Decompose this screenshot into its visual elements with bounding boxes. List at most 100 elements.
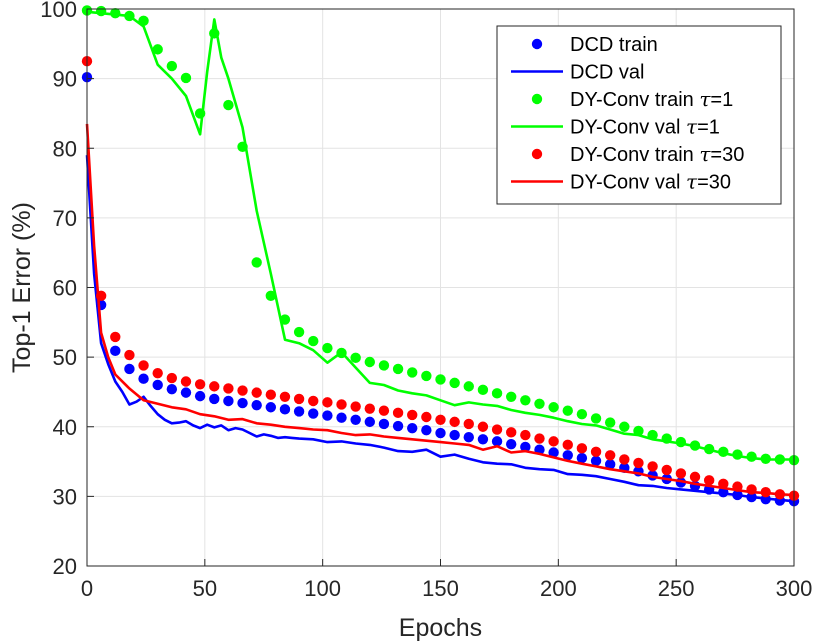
data-point (576, 443, 588, 454)
y-tick-label: 40 (53, 415, 77, 440)
data-point (308, 335, 319, 347)
legend-label: DCD val (570, 62, 644, 84)
x-tick-label: 100 (304, 576, 341, 601)
data-point (392, 363, 404, 375)
data-point (223, 395, 234, 407)
legend-dot-swatch (531, 38, 543, 50)
data-point (604, 417, 616, 428)
data-point (520, 395, 531, 406)
y-axis-title: Top-1 Error (%) (8, 202, 36, 373)
data-point (308, 395, 319, 407)
data-point (562, 405, 573, 416)
data-point (308, 408, 319, 419)
data-point (336, 412, 347, 423)
series-line (85, 155, 795, 503)
data-point (152, 367, 163, 379)
data-point (407, 409, 418, 421)
data-point (689, 471, 701, 483)
data-point (265, 402, 277, 413)
y-tick-label: 70 (53, 206, 77, 231)
data-point (506, 438, 517, 450)
data-point (322, 410, 333, 421)
data-point (449, 429, 460, 441)
data-point (138, 360, 149, 371)
data-point (590, 413, 602, 424)
data-point (449, 416, 460, 428)
legend-label: DY-Conv val τ=1 (570, 115, 720, 139)
series-5 (85, 123, 795, 497)
data-point (152, 379, 163, 391)
data-point (421, 411, 432, 423)
y-tick-label: 80 (53, 136, 77, 161)
data-point (152, 44, 163, 55)
y-tick-label: 50 (53, 345, 77, 370)
data-point (590, 446, 602, 458)
data-point (194, 379, 206, 390)
x-tick-label: 250 (658, 576, 695, 601)
data-point (534, 398, 545, 409)
data-point (279, 404, 291, 415)
data-point (520, 441, 531, 453)
data-point (590, 455, 602, 467)
data-point (661, 464, 672, 476)
data-point (491, 388, 503, 399)
series-layer (81, 5, 800, 507)
data-point (506, 391, 517, 403)
data-point (477, 384, 489, 396)
data-point (534, 433, 545, 444)
data-point (180, 376, 192, 387)
series-line (85, 123, 795, 497)
data-point (237, 385, 248, 396)
data-point (604, 450, 616, 461)
data-point (633, 425, 644, 437)
data-point (491, 424, 503, 435)
data-point (604, 459, 616, 470)
data-point (124, 349, 135, 361)
data-point (322, 342, 333, 354)
data-point (166, 383, 178, 395)
data-point (619, 454, 630, 465)
legend: DCD train DCD val DY-Conv train τ=1 DY-Conv… (496, 25, 782, 205)
data-point (548, 402, 559, 413)
data-point (619, 421, 630, 432)
data-point (180, 387, 192, 398)
data-point (548, 447, 559, 458)
data-point (251, 387, 262, 398)
data-point (166, 372, 178, 384)
y-tick-label: 90 (53, 67, 77, 92)
ticks: 0 50 100 150 200 250 300 20 30 40 50 60 70 80 90 100 (40, 0, 812, 601)
legend-dot-swatch (531, 93, 543, 105)
data-point (279, 391, 291, 403)
data-point (223, 383, 234, 394)
series-line (86, 10, 794, 461)
data-point (237, 397, 248, 409)
data-point (180, 72, 192, 84)
legend-box (496, 25, 782, 205)
y-tick-label: 60 (53, 276, 77, 301)
data-point (166, 60, 178, 72)
data-point (251, 399, 262, 411)
data-point (251, 257, 262, 268)
data-point (265, 290, 277, 302)
data-point (265, 389, 277, 400)
x-tick-label: 300 (776, 576, 813, 601)
x-axis-title: Epochs (399, 614, 482, 641)
data-point (477, 421, 489, 432)
data-point (435, 374, 446, 385)
legend-label: DY-Conv val τ=30 (570, 170, 731, 194)
data-point (548, 436, 559, 447)
data-point (223, 99, 234, 111)
data-point (421, 425, 432, 436)
data-point (506, 427, 517, 438)
x-tick-label: 0 (81, 576, 93, 601)
data-point (675, 468, 687, 479)
legend-dot-swatch (531, 148, 543, 160)
data-point (293, 326, 305, 338)
data-point (378, 418, 390, 430)
data-point (421, 370, 432, 382)
data-point (110, 345, 121, 357)
x-tick-label: 150 (422, 576, 459, 601)
legend-label: DY-Conv train τ=30 (570, 142, 744, 166)
y-tick-label: 20 (53, 554, 77, 579)
